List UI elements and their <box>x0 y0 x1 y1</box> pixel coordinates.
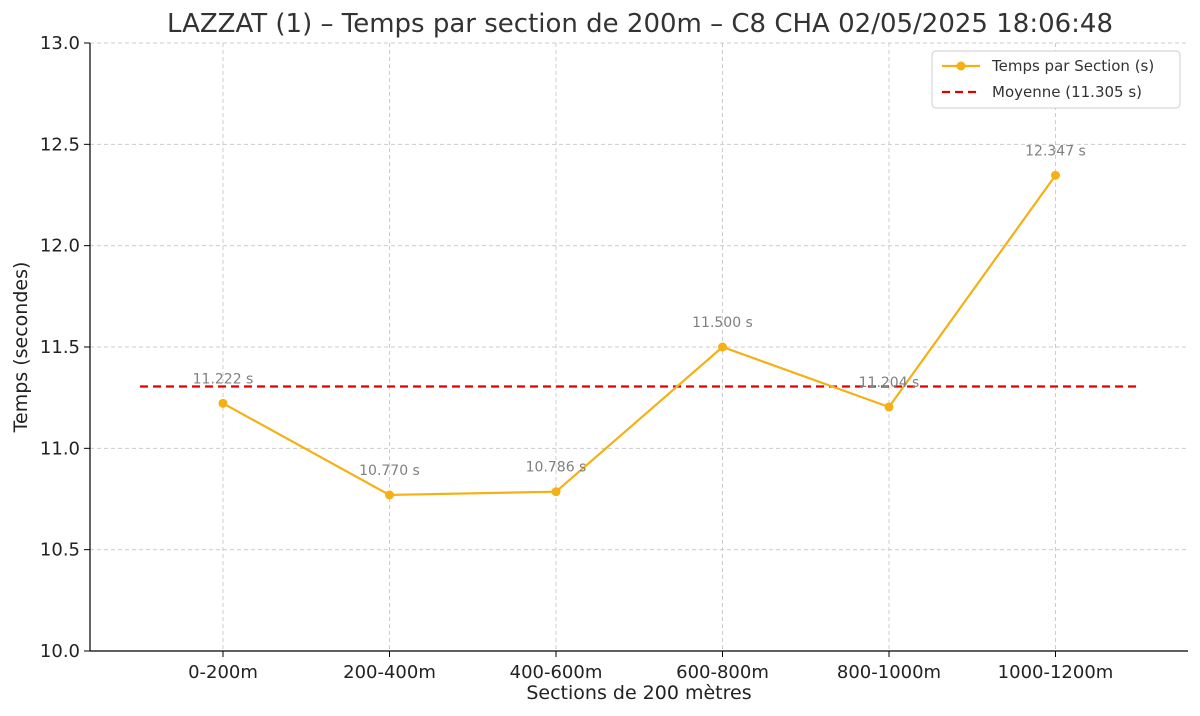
data-point <box>551 487 561 497</box>
y-tick-label: 11.0 <box>40 438 80 459</box>
x-tick-label: 800-1000m <box>837 662 941 683</box>
data-point <box>385 490 394 500</box>
data-label: 10.786 s <box>526 460 587 476</box>
x-tick-label: 1000-1200m <box>998 662 1114 683</box>
grid-layer <box>90 42 1188 651</box>
legend-box <box>931 50 1181 109</box>
data-point <box>1051 170 1060 180</box>
y-tick-label: 10.0 <box>40 641 80 662</box>
data-points <box>218 170 1060 500</box>
data-label: 11.222 s <box>193 371 254 387</box>
data-label: 12.347 s <box>1025 143 1086 159</box>
y-tick-label: 12.5 <box>40 134 80 155</box>
y-tick-label: 10.5 <box>40 540 80 561</box>
x-tick-label: 600-800m <box>676 662 769 683</box>
data-labels: 11.222 s 10.770 s 10.786 s 11.500 s 11.204 s… <box>193 143 1086 479</box>
data-label: 10.770 s <box>359 463 420 479</box>
data-point <box>718 342 727 352</box>
data-label: 11.500 s <box>692 315 753 331</box>
data-point <box>218 398 228 408</box>
y-tick-label: 12.0 <box>40 236 80 257</box>
x-ticks: 0-200m 200-400m 400-600m 600-800m 800-1000m 1… <box>188 651 1113 683</box>
x-tick-label: 200-400m <box>343 662 436 683</box>
y-tick-label: 11.5 <box>40 337 80 358</box>
data-point <box>884 402 894 412</box>
legend-swatch-marker <box>956 61 966 71</box>
legend-label-series: Temps par Section (s) <box>991 57 1154 75</box>
data-label: 11.204 s <box>859 375 920 391</box>
y-axis-label: Temps (secondes) <box>10 262 32 434</box>
y-ticks: 10.0 10.5 11.0 11.5 12.0 12.5 13.0 <box>40 33 90 662</box>
legend-label-mean: Moyenne (11.305 s) <box>992 83 1142 101</box>
x-tick-label: 0-200m <box>188 662 258 683</box>
legend: Temps par Section (s) Moyenne (11.305 s) <box>931 50 1181 109</box>
chart-title: LAZZAT (1) – Temps par section de 200m –… <box>167 9 1113 39</box>
x-tick-label: 400-600m <box>510 662 603 683</box>
x-axis-label: Sections de 200 mètres <box>526 682 751 704</box>
y-tick-label: 13.0 <box>40 33 80 54</box>
series-line <box>222 174 1057 497</box>
